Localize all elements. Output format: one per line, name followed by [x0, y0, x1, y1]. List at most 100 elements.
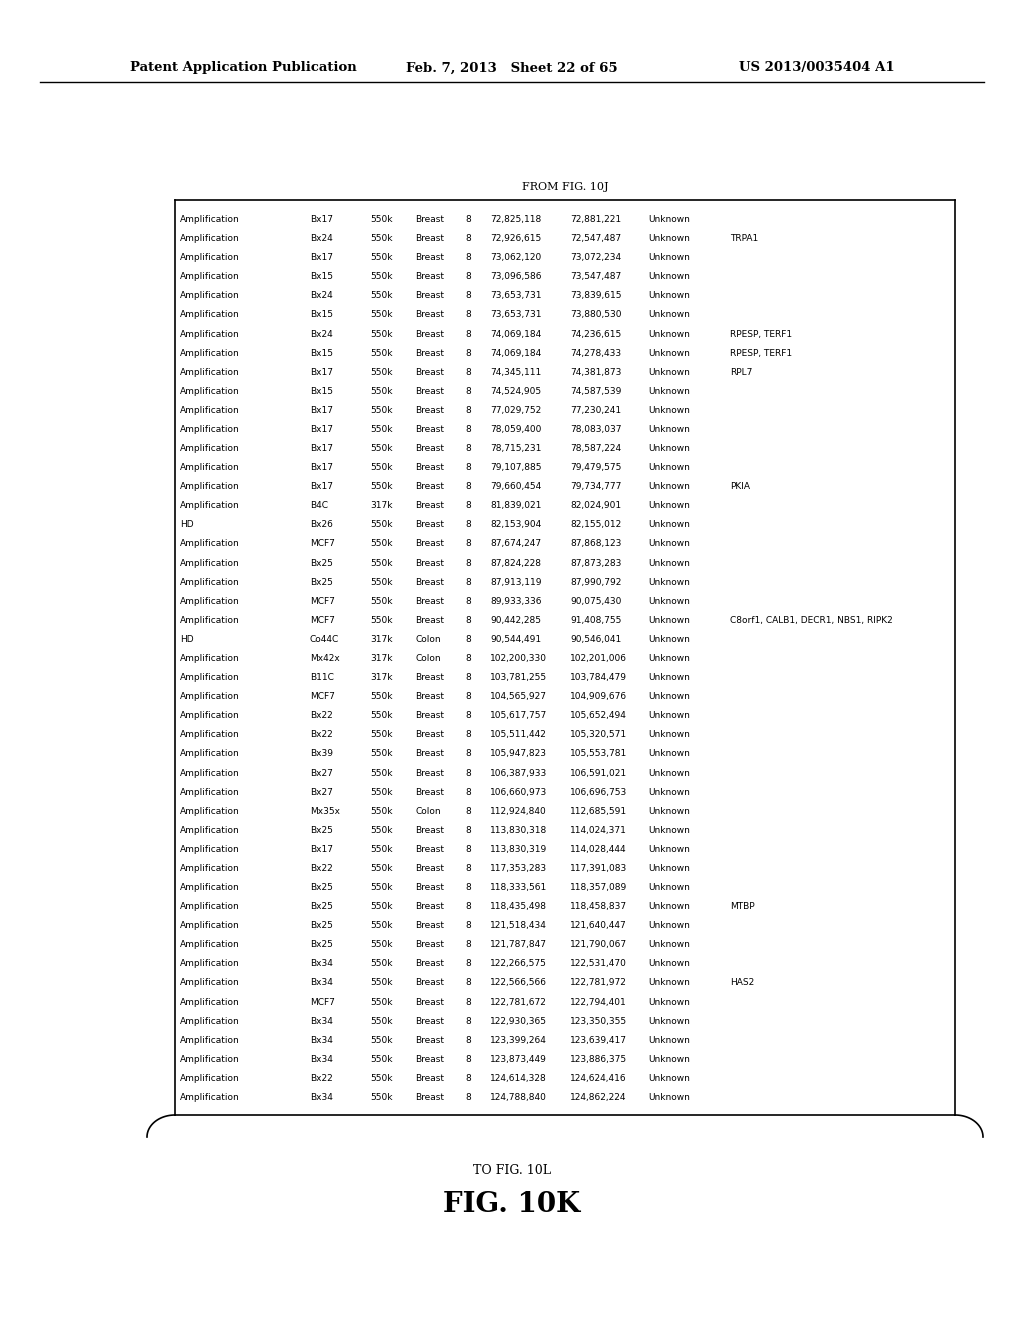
Text: 72,881,221: 72,881,221 [570, 215, 622, 224]
Text: Bx17: Bx17 [310, 253, 333, 263]
Text: 317k: 317k [370, 673, 392, 682]
Text: 550k: 550k [370, 807, 392, 816]
Text: TO FIG. 10L: TO FIG. 10L [473, 1163, 551, 1176]
Text: MCF7: MCF7 [310, 540, 335, 549]
Text: Unknown: Unknown [648, 998, 690, 1007]
Text: 550k: 550k [370, 597, 392, 606]
Text: Breast: Breast [415, 616, 444, 624]
Text: Breast: Breast [415, 998, 444, 1007]
Text: 8: 8 [465, 845, 471, 854]
Text: 73,062,120: 73,062,120 [490, 253, 542, 263]
Text: 8: 8 [465, 921, 471, 931]
Text: 104,909,676: 104,909,676 [570, 692, 627, 701]
Text: Breast: Breast [415, 768, 444, 777]
Text: 104,565,927: 104,565,927 [490, 692, 547, 701]
Text: 8: 8 [465, 405, 471, 414]
Text: 550k: 550k [370, 253, 392, 263]
Text: Amplification: Amplification [180, 826, 240, 834]
Text: Amplification: Amplification [180, 902, 240, 911]
Text: Breast: Breast [415, 502, 444, 511]
Text: 124,862,224: 124,862,224 [570, 1093, 627, 1102]
Text: Amplification: Amplification [180, 616, 240, 624]
Text: Breast: Breast [415, 444, 444, 453]
Text: Unknown: Unknown [648, 768, 690, 777]
Text: 78,083,037: 78,083,037 [570, 425, 622, 434]
Text: Bx22: Bx22 [310, 711, 333, 721]
Text: Breast: Breast [415, 826, 444, 834]
Text: Breast: Breast [415, 310, 444, 319]
Text: 122,781,672: 122,781,672 [490, 998, 547, 1007]
Text: Bx15: Bx15 [310, 310, 333, 319]
Text: Breast: Breast [415, 540, 444, 549]
Text: 550k: 550k [370, 730, 392, 739]
Text: 550k: 550k [370, 310, 392, 319]
Text: 550k: 550k [370, 863, 392, 873]
Text: 550k: 550k [370, 711, 392, 721]
Text: 118,458,837: 118,458,837 [570, 902, 627, 911]
Text: Breast: Breast [415, 845, 444, 854]
Text: 118,333,561: 118,333,561 [490, 883, 547, 892]
Text: Unknown: Unknown [648, 978, 690, 987]
Text: 122,794,401: 122,794,401 [570, 998, 627, 1007]
Text: 122,266,575: 122,266,575 [490, 960, 547, 969]
Text: 8: 8 [465, 1036, 471, 1044]
Text: 8: 8 [465, 520, 471, 529]
Text: Unknown: Unknown [648, 292, 690, 301]
Text: Unknown: Unknown [648, 215, 690, 224]
Text: Unknown: Unknown [648, 807, 690, 816]
Text: Amplification: Amplification [180, 540, 240, 549]
Text: 8: 8 [465, 368, 471, 376]
Text: 8: 8 [465, 558, 471, 568]
Text: 82,024,901: 82,024,901 [570, 502, 622, 511]
Text: 74,069,184: 74,069,184 [490, 330, 542, 338]
Text: Unknown: Unknown [648, 368, 690, 376]
Text: Unknown: Unknown [648, 387, 690, 396]
Text: 121,518,434: 121,518,434 [490, 921, 547, 931]
Text: Unknown: Unknown [648, 1036, 690, 1044]
Text: Unknown: Unknown [648, 1055, 690, 1064]
Text: 74,524,905: 74,524,905 [490, 387, 541, 396]
Text: FROM FIG. 10J: FROM FIG. 10J [521, 182, 608, 191]
Text: 8: 8 [465, 653, 471, 663]
Text: 550k: 550k [370, 405, 392, 414]
Text: Unknown: Unknown [648, 310, 690, 319]
Text: 102,201,006: 102,201,006 [570, 653, 627, 663]
Text: Breast: Breast [415, 597, 444, 606]
Text: 79,107,885: 79,107,885 [490, 463, 542, 473]
Text: Breast: Breast [415, 1074, 444, 1082]
Text: Breast: Breast [415, 1055, 444, 1064]
Text: 550k: 550k [370, 768, 392, 777]
Text: Unknown: Unknown [648, 750, 690, 759]
Text: 550k: 550k [370, 883, 392, 892]
Text: 123,873,449: 123,873,449 [490, 1055, 547, 1064]
Text: Bx34: Bx34 [310, 1016, 333, 1026]
Text: Bx34: Bx34 [310, 1093, 333, 1102]
Text: Breast: Breast [415, 387, 444, 396]
Text: 113,830,319: 113,830,319 [490, 845, 547, 854]
Text: Amplification: Amplification [180, 234, 240, 243]
Text: Bx22: Bx22 [310, 730, 333, 739]
Text: 122,566,566: 122,566,566 [490, 978, 547, 987]
Text: Unknown: Unknown [648, 730, 690, 739]
Text: 550k: 550k [370, 425, 392, 434]
Text: Unknown: Unknown [648, 540, 690, 549]
Text: Amplification: Amplification [180, 883, 240, 892]
Text: Bx39: Bx39 [310, 750, 333, 759]
Text: 122,531,470: 122,531,470 [570, 960, 627, 969]
Text: 550k: 550k [370, 788, 392, 796]
Text: Amplification: Amplification [180, 348, 240, 358]
Text: Bx34: Bx34 [310, 1055, 333, 1064]
Text: 8: 8 [465, 292, 471, 301]
Text: Bx24: Bx24 [310, 330, 333, 338]
Text: 550k: 550k [370, 750, 392, 759]
Text: 82,155,012: 82,155,012 [570, 520, 622, 529]
Text: 122,781,972: 122,781,972 [570, 978, 627, 987]
Text: Unknown: Unknown [648, 1074, 690, 1082]
Text: 87,824,228: 87,824,228 [490, 558, 541, 568]
Text: 8: 8 [465, 940, 471, 949]
Text: 550k: 550k [370, 845, 392, 854]
Text: 106,660,973: 106,660,973 [490, 788, 547, 796]
Text: Amplification: Amplification [180, 1055, 240, 1064]
Text: Bx22: Bx22 [310, 1074, 333, 1082]
Text: 105,652,494: 105,652,494 [570, 711, 627, 721]
